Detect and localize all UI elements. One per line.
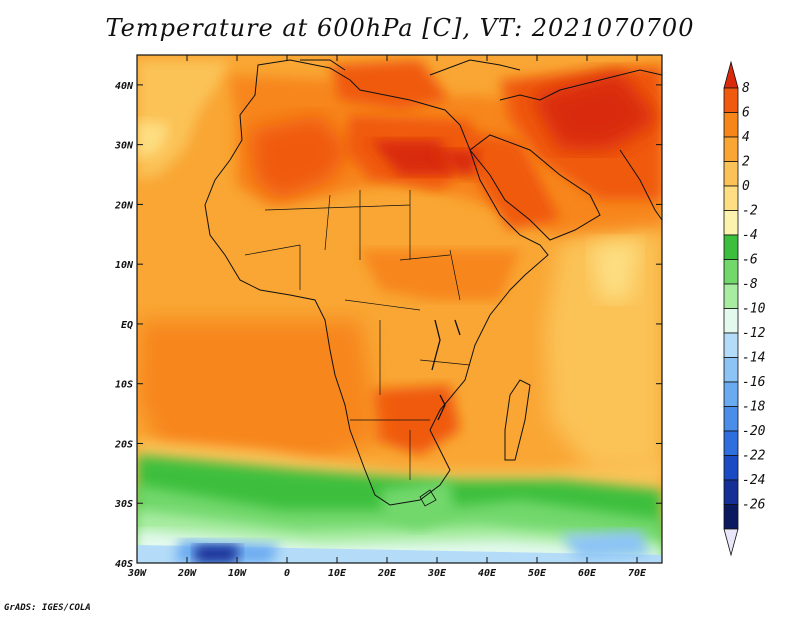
colorbar-swatch bbox=[723, 259, 739, 285]
colorbar-label: -4 bbox=[742, 228, 758, 243]
lon-tick-label: 30W bbox=[127, 568, 147, 579]
colorbar-swatch bbox=[723, 479, 739, 505]
lat-tick-label: 10S bbox=[115, 380, 133, 391]
lon-tick-label: 60E bbox=[578, 568, 597, 579]
lon-tick-label: 10E bbox=[328, 568, 347, 579]
temperature-field bbox=[137, 55, 662, 563]
longitude-axis: 30W 20W 10W 0 10E 20E 30E 40E 50E 60E 70E bbox=[127, 55, 647, 579]
colorbar-label: 8 bbox=[742, 81, 750, 96]
colorbar-lower-arrow bbox=[723, 528, 739, 557]
coastline bbox=[204, 59, 662, 507]
colorbar-label: -20 bbox=[742, 424, 766, 439]
colorbar-swatch bbox=[723, 87, 739, 113]
colorbar-label: 6 bbox=[742, 106, 750, 121]
colorbar-label: -24 bbox=[742, 473, 765, 488]
colorbar-swatch bbox=[723, 406, 739, 432]
colorbar-label: -26 bbox=[742, 498, 766, 513]
lat-tick-label: 20N bbox=[114, 200, 134, 211]
lon-tick-label: 0 bbox=[284, 568, 290, 579]
colorbar-label: 0 bbox=[742, 179, 750, 194]
colorbar-label: -12 bbox=[742, 326, 766, 341]
colorbar-swatch bbox=[723, 210, 739, 236]
colorbar-swatch bbox=[723, 430, 739, 456]
lon-tick-label: 10W bbox=[228, 568, 247, 579]
credit-label: GrADS: IGES/COLA bbox=[4, 603, 91, 613]
lat-tick-label: 10N bbox=[115, 260, 134, 271]
colorbar-swatch bbox=[723, 455, 739, 481]
colorbar-label: -22 bbox=[742, 449, 766, 464]
colorbar-swatch bbox=[723, 357, 739, 383]
colorbar-swatch bbox=[723, 504, 739, 530]
colorbar-label: -2 bbox=[742, 204, 758, 219]
colorbar-label: 2 bbox=[742, 155, 750, 170]
lat-tick-label: 30S bbox=[114, 499, 133, 510]
lat-tick-label: 20S bbox=[114, 439, 133, 450]
colorbar-swatch bbox=[723, 308, 739, 334]
colorbar-swatch bbox=[723, 136, 739, 162]
lat-tick-label: EQ bbox=[121, 320, 133, 331]
colorbar-label: -14 bbox=[742, 351, 765, 366]
colorbar-label: -6 bbox=[742, 253, 758, 268]
colorbar-upper-arrow bbox=[723, 60, 739, 89]
map-frame bbox=[136, 54, 663, 564]
colorbar-swatch bbox=[723, 161, 739, 187]
colorbar-swatch bbox=[723, 283, 739, 309]
lon-tick-label: 30E bbox=[427, 568, 447, 579]
latitude-axis: 40N 30N 20N 10N EQ 10S 20S 30S 40S bbox=[114, 81, 662, 570]
lon-tick-label: 50E bbox=[528, 568, 547, 579]
colorbar-label: -16 bbox=[742, 375, 766, 390]
colorbar-label: -10 bbox=[742, 302, 766, 317]
colorbar-label: -18 bbox=[742, 400, 766, 415]
colorbar-swatch bbox=[723, 185, 739, 211]
colorbar-swatch bbox=[723, 234, 739, 260]
lon-tick-label: 70E bbox=[628, 568, 647, 579]
colorbar-swatch bbox=[723, 381, 739, 407]
lat-tick-label: 30N bbox=[114, 141, 134, 152]
colorbar-swatch bbox=[723, 332, 739, 358]
map-title: Temperature at 600hPa [C], VT: 202107070… bbox=[105, 14, 695, 42]
lon-tick-label: 20W bbox=[177, 568, 197, 579]
lon-tick-label: 20E bbox=[377, 568, 397, 579]
colorbar-label: -8 bbox=[742, 277, 758, 292]
colorbar-label: 4 bbox=[742, 130, 750, 145]
lon-tick-label: 40E bbox=[478, 568, 497, 579]
colorbar: 8 6 4 2 0 -2 -4 -6 -8 -10 -12 -14 -16 -18 -20 -22 -24 -26 bbox=[723, 60, 766, 557]
lat-tick-label: 40S bbox=[115, 559, 133, 570]
colorbar-swatch bbox=[723, 112, 739, 138]
lat-tick-label: 40N bbox=[115, 81, 134, 92]
